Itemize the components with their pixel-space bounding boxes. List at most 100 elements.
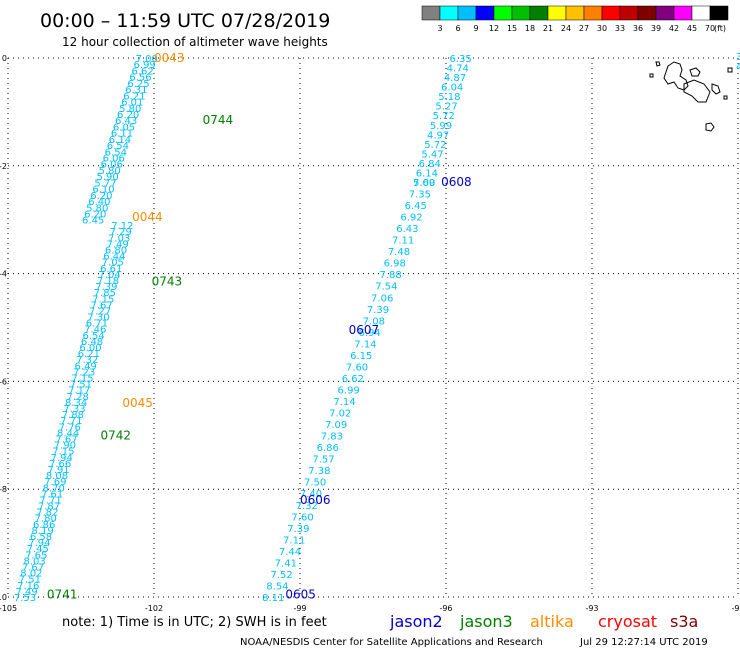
- wave-height-value: 7.02: [329, 409, 351, 420]
- wave-height-value: 5.90: [96, 172, 118, 183]
- wave-height-value: 7.52: [270, 570, 292, 581]
- wave-height-value: 6.21: [123, 91, 145, 102]
- wave-height-value: 7.16: [17, 581, 39, 592]
- legend-entry-cryosat: cryosat: [598, 612, 657, 631]
- x-tick-label: -102: [145, 604, 163, 613]
- island-shape: [663, 61, 689, 91]
- scale-label: 15: [507, 24, 517, 33]
- scale-swatch: [655, 5, 675, 21]
- wave-height-value: 7.88: [62, 410, 84, 421]
- plot-area: -105-102-99-96-93-900-2-4-6-8-10 7.006.9…: [0, 51, 740, 613]
- scale-label: 18: [525, 24, 535, 33]
- island-shape: [689, 67, 701, 77]
- wave-height-value: 7.71: [39, 495, 61, 506]
- wave-height-value: 6.84: [419, 159, 441, 170]
- pass-label: 0743: [152, 275, 183, 289]
- pass-label: 0608: [441, 175, 472, 189]
- wave-height-value: 7.39: [95, 282, 117, 293]
- wave-height-value: 6.01: [121, 98, 143, 109]
- wave-height-value: 7.49: [15, 587, 37, 598]
- scale-swatch: [475, 5, 495, 21]
- scale-swatch: [421, 5, 441, 21]
- wave-height-value: 5.80: [86, 203, 108, 214]
- footer-credit: NOAA/NESDIS Center for Satellite Applica…: [240, 637, 543, 648]
- wave-height-value: 6.00: [79, 343, 101, 354]
- wave-height-value: 7.33: [63, 404, 85, 415]
- island-shape: [705, 122, 715, 132]
- wave-height-value: 7.67: [22, 563, 44, 574]
- wave-height-value: 6.45: [405, 201, 427, 212]
- island-shape: [655, 61, 661, 67]
- wave-height-value: 6.99: [338, 385, 360, 396]
- wave-height-value: 6.14: [416, 168, 438, 179]
- wave-height-value: 7.65: [25, 550, 47, 561]
- wave-height-value: 6.94: [358, 328, 380, 339]
- pass-labels: 0043 0744 0044 0743 0045 0742 0741 0608 0607 0606…: [47, 51, 472, 601]
- scale-swatch: [691, 5, 711, 21]
- pass-label: 0043: [154, 51, 185, 65]
- scale-swatch: [637, 5, 657, 21]
- x-tick-label: -90: [731, 604, 740, 613]
- pass-label: 0742: [100, 428, 131, 442]
- island-shape: [649, 73, 654, 78]
- wave-height-value: 8.03: [23, 556, 45, 567]
- y-tick-label: -10: [0, 593, 7, 602]
- pass-label: 0744: [203, 113, 234, 127]
- pass-label: 0607: [349, 323, 380, 337]
- x-tick-label: -99: [293, 604, 306, 613]
- scale-swatch: [709, 5, 729, 21]
- wave-height-value: 7.38: [308, 466, 330, 477]
- scale-label: 39: [651, 24, 661, 33]
- wave-height-value: 6.86: [317, 443, 339, 454]
- wave-height-value: 6.21: [78, 349, 100, 360]
- wave-height-value: 7.09: [413, 178, 435, 189]
- scale-label: 6: [455, 24, 460, 33]
- wave-height-value: 7.41: [275, 558, 297, 569]
- wave-height-value: 5.60: [413, 178, 435, 189]
- wave-height-value: 5.72: [424, 140, 446, 151]
- wave-height-value: 8.44: [57, 428, 79, 439]
- wave-height-value: 7.09: [325, 420, 347, 431]
- y-tick-label: -6: [0, 377, 7, 386]
- scale-swatch: [565, 5, 585, 21]
- wave-height-value: 4.87: [444, 73, 466, 84]
- wave-height-value: 8.54: [266, 581, 288, 592]
- wave-height-value: 7.11: [392, 236, 414, 247]
- coastline-islands: [649, 61, 733, 132]
- wave-height-value: 7.23: [73, 367, 95, 378]
- wave-height-value: 6.14: [109, 135, 131, 146]
- wave-height-value: 6.43: [115, 116, 137, 127]
- wave-height-value: 7.49: [106, 239, 128, 250]
- wave-height-value: 8.34: [65, 398, 87, 409]
- scale-label: 9: [473, 24, 478, 33]
- edge-value: 4: [736, 62, 740, 73]
- chart-title: 00:00 – 11:59 UTC 07/28/2019: [40, 10, 330, 32]
- wave-height-value: 7.53: [14, 593, 36, 604]
- wave-height-value: 5.77: [94, 178, 116, 189]
- wave-height-value: 6.20: [90, 191, 112, 202]
- wave-height-value: 7.67: [55, 434, 77, 445]
- wave-height-value: 7.60: [346, 362, 368, 373]
- wave-height-value: 7.80: [35, 514, 57, 525]
- wave-height-value: 6.54: [105, 147, 127, 158]
- satellite-legend: jason2 jason3 altika cryosat s3a: [389, 612, 698, 631]
- wave-height-value: 7.27: [89, 306, 111, 317]
- wave-height-value: 7.39: [287, 524, 309, 535]
- scale-swatch: [457, 5, 477, 21]
- pass-label: 0045: [122, 396, 153, 410]
- wave-height-value: 7.94: [51, 453, 73, 464]
- scale-swatch: [583, 5, 603, 21]
- wave-height-value: 7.15: [71, 374, 93, 385]
- wave-height-value: 7.88: [379, 270, 401, 281]
- wave-height-value: 7.51: [70, 380, 92, 391]
- scale-swatch: [529, 5, 549, 21]
- wave-height-value: 7.05: [102, 258, 124, 269]
- wave-height-values: 7.006.996.626.566.256.316.216.015.806.20…: [14, 52, 740, 604]
- wave-height-value: 7.39: [367, 305, 389, 316]
- edge-value: 3: [736, 52, 740, 63]
- wave-height-value: 5.18: [438, 92, 460, 103]
- y-tick-label: -2: [0, 162, 7, 171]
- scale-label: 12: [489, 24, 499, 33]
- scale-label: 24: [561, 24, 571, 33]
